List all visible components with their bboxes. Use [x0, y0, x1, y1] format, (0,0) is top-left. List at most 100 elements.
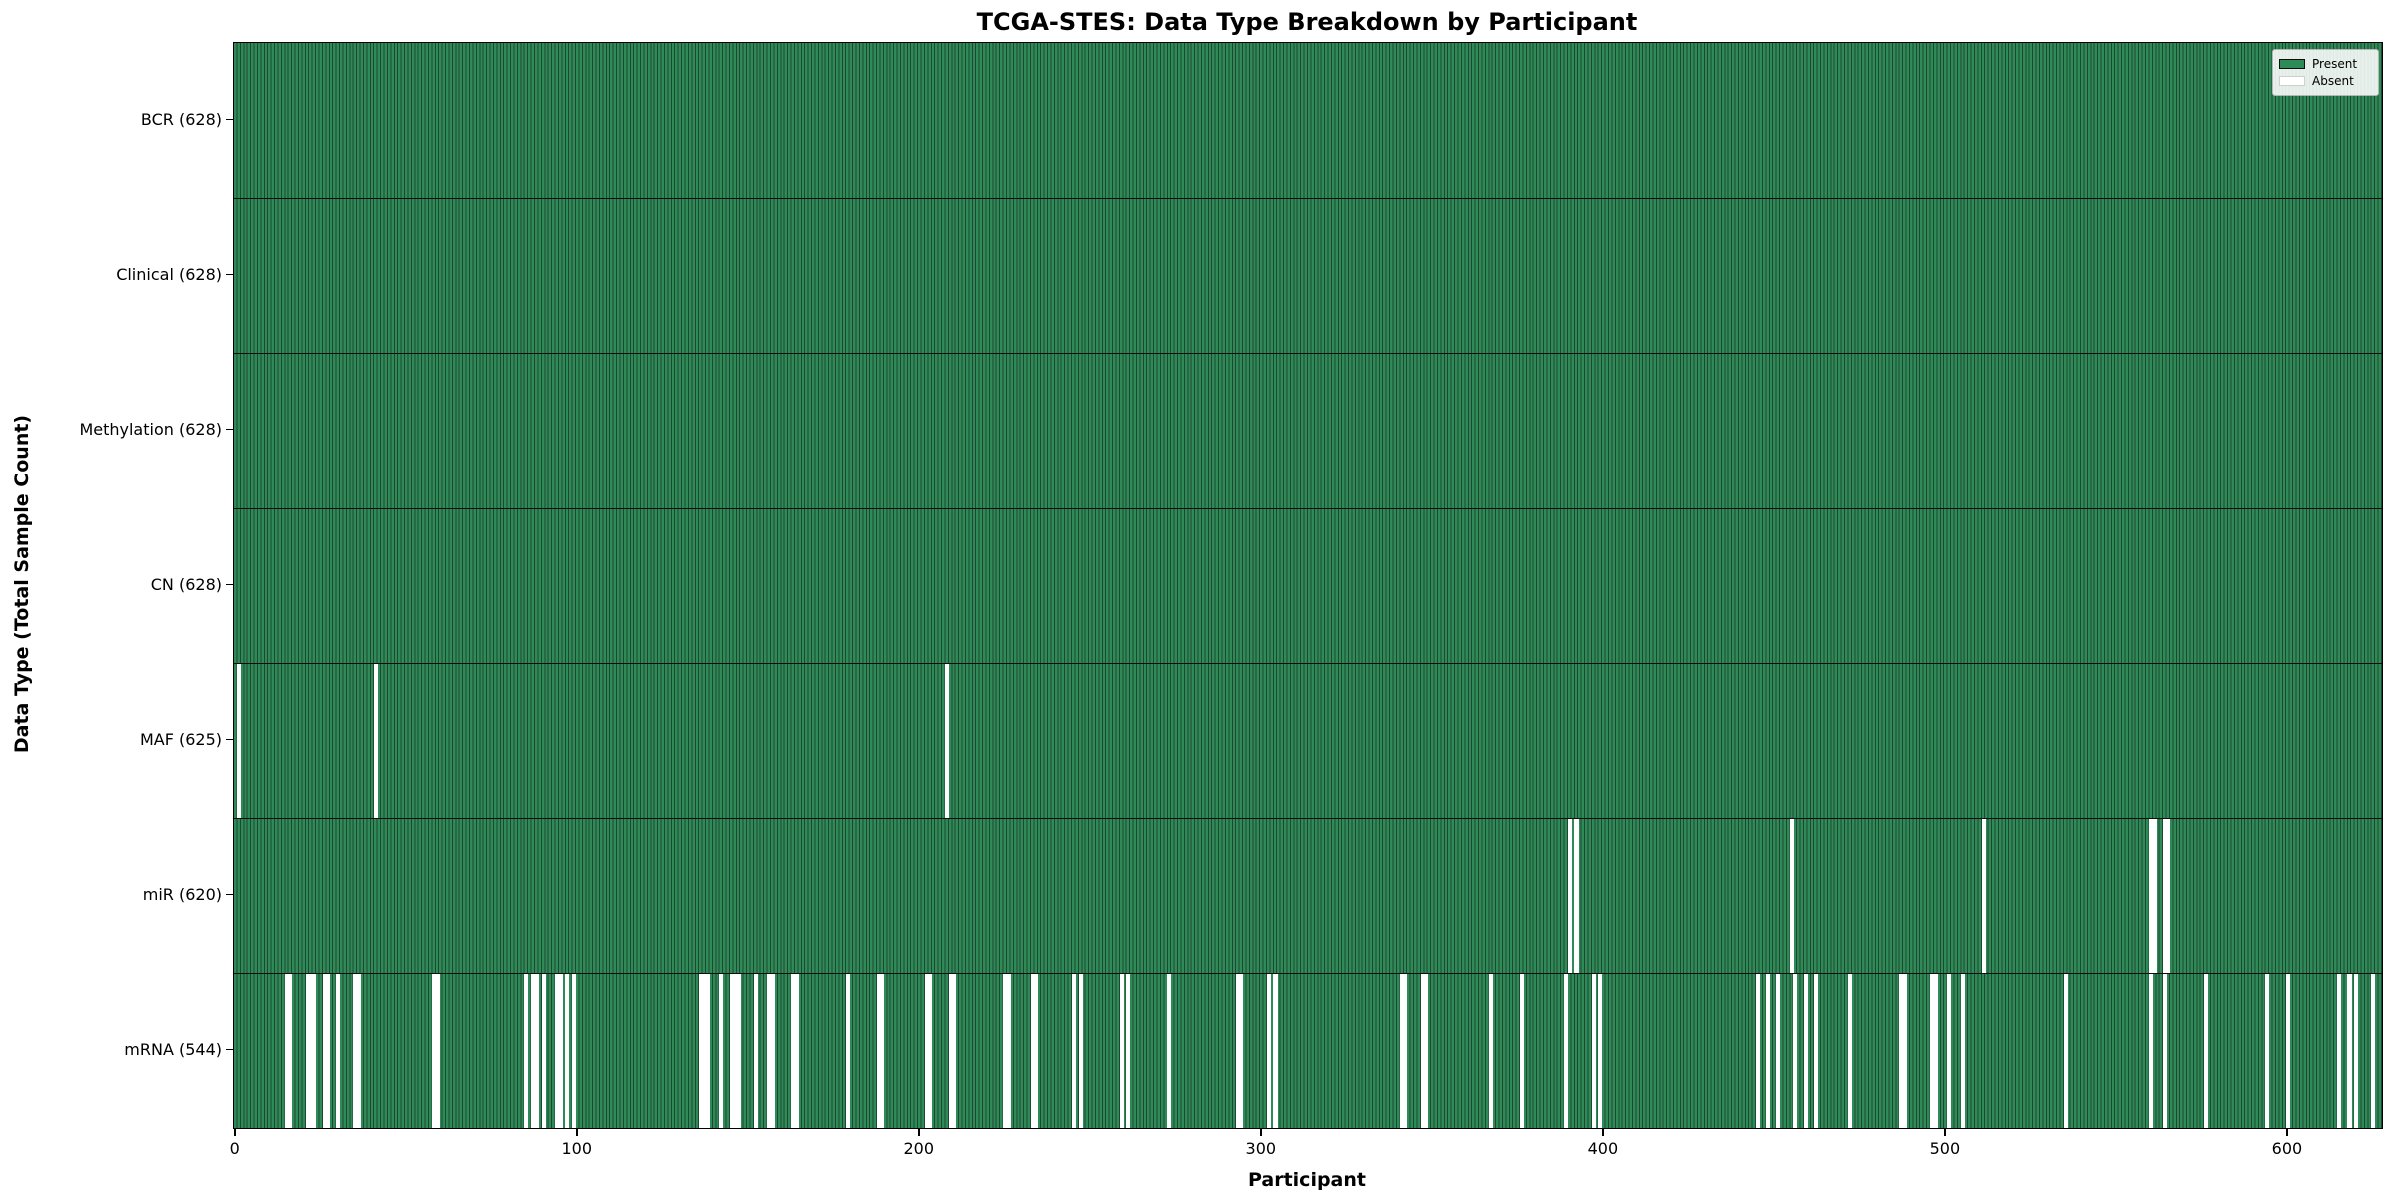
absent-cell	[285, 974, 290, 1128]
data-row-miR	[234, 818, 2382, 973]
absent-cell	[1266, 974, 1271, 1128]
absent-cell	[1006, 974, 1011, 1128]
absent-cell	[2354, 974, 2359, 1128]
absent-cell	[928, 974, 933, 1128]
absent-cell	[2285, 974, 2290, 1128]
legend-label: Absent	[2312, 74, 2354, 88]
absent-cell	[1947, 974, 1952, 1128]
absent-cell	[2063, 974, 2068, 1128]
absent-cell	[1030, 974, 1035, 1128]
absent-cell	[2265, 974, 2270, 1128]
absent-cell	[2162, 974, 2167, 1128]
absent-cell	[729, 974, 734, 1128]
x-tick-mark	[1260, 1128, 1262, 1136]
data-row-Methylation	[234, 353, 2382, 508]
absent-cell	[705, 974, 710, 1128]
absent-cell	[1848, 974, 1853, 1128]
absent-cell	[2152, 819, 2157, 973]
absent-cell	[1519, 974, 1524, 1128]
absent-cell	[876, 974, 881, 1128]
absent-cell	[880, 974, 885, 1128]
absent-cell	[1598, 974, 1603, 1128]
legend: Present Absent	[2272, 49, 2379, 96]
absent-cell	[541, 974, 546, 1128]
plot-area	[233, 42, 2383, 1129]
x-tick-label-600: 600	[2271, 1139, 2303, 1158]
absent-cell	[951, 974, 956, 1128]
absent-cell	[322, 974, 327, 1128]
absent-cell	[531, 974, 536, 1128]
absent-cell	[288, 974, 293, 1128]
absent-cell	[1755, 974, 1760, 1128]
absent-cell	[1591, 974, 1596, 1128]
data-row-CN	[234, 508, 2382, 663]
absent-cell	[1813, 974, 1818, 1128]
x-tick-mark	[1944, 1128, 1946, 1136]
data-row-MAF	[234, 663, 2382, 818]
absent-cell	[2203, 974, 2208, 1128]
absent-cell	[1960, 974, 1965, 1128]
absent-cell	[2149, 974, 2154, 1128]
data-row-mRNA	[234, 973, 2382, 1128]
absent-cell	[555, 974, 560, 1128]
absent-cell	[794, 974, 799, 1128]
legend-label: Present	[2312, 57, 2358, 71]
absent-cell	[736, 974, 741, 1128]
y-tick-mark	[226, 738, 234, 741]
absent-cell	[237, 664, 242, 818]
absent-cell	[924, 974, 929, 1128]
absent-cell	[1776, 974, 1781, 1128]
absent-cell	[356, 974, 361, 1128]
legend-entry-present: Present	[2279, 57, 2372, 71]
absent-cell	[948, 974, 953, 1128]
absent-cell	[1078, 974, 1083, 1128]
absent-cell	[558, 974, 563, 1128]
absent-cell	[373, 664, 378, 818]
absent-cell	[1003, 974, 1008, 1128]
absent-cell	[753, 974, 758, 1128]
absent-cell	[1564, 974, 1569, 1128]
absent-cell	[2337, 974, 2342, 1128]
x-tick-mark	[233, 1128, 236, 1136]
x-tick-label-500: 500	[1929, 1139, 1961, 1158]
y-tick-mark	[226, 893, 234, 896]
absent-cell	[1403, 974, 1408, 1128]
y-tick-mark	[226, 428, 234, 431]
absent-cell	[845, 974, 850, 1128]
y-tick-mark	[226, 118, 234, 121]
absent-cell	[1167, 974, 1172, 1128]
y-tick-label-CN: CN (628)	[150, 574, 222, 594]
absent-cell	[1400, 974, 1405, 1128]
legend-swatch-absent	[2279, 76, 2305, 86]
absent-cell	[1803, 974, 1808, 1128]
absent-cell	[1420, 974, 1425, 1128]
absent-cell	[791, 974, 796, 1128]
absent-cell	[435, 974, 440, 1128]
absent-cell	[305, 974, 310, 1128]
y-tick-label-Clinical: Clinical (628)	[116, 264, 222, 284]
absent-cell	[1488, 974, 1493, 1128]
y-tick-mark	[226, 1048, 234, 1051]
absent-cell	[733, 974, 738, 1128]
absent-cell	[1239, 974, 1244, 1128]
absent-cell	[2371, 974, 2376, 1128]
absent-cell	[1933, 974, 1938, 1128]
absent-cell	[1902, 974, 1907, 1128]
x-tick-mark	[1602, 1128, 1604, 1136]
x-tick-label-100: 100	[561, 1139, 592, 1158]
absent-cell	[1235, 974, 1240, 1128]
absent-cell	[945, 664, 950, 818]
absent-cell	[572, 974, 577, 1128]
absent-cell	[1574, 819, 1579, 973]
y-tick-label-BCR: BCR (628)	[140, 109, 222, 129]
legend-entry-absent: Absent	[2279, 74, 2372, 88]
x-tick-label-300: 300	[1245, 1139, 1277, 1158]
absent-cell	[719, 974, 724, 1128]
absent-cell	[2162, 819, 2167, 973]
absent-cell	[767, 974, 772, 1128]
absent-cell	[524, 974, 529, 1128]
absent-cell	[1423, 974, 1428, 1128]
absent-cell	[1766, 974, 1771, 1128]
absent-cell	[1119, 974, 1124, 1128]
